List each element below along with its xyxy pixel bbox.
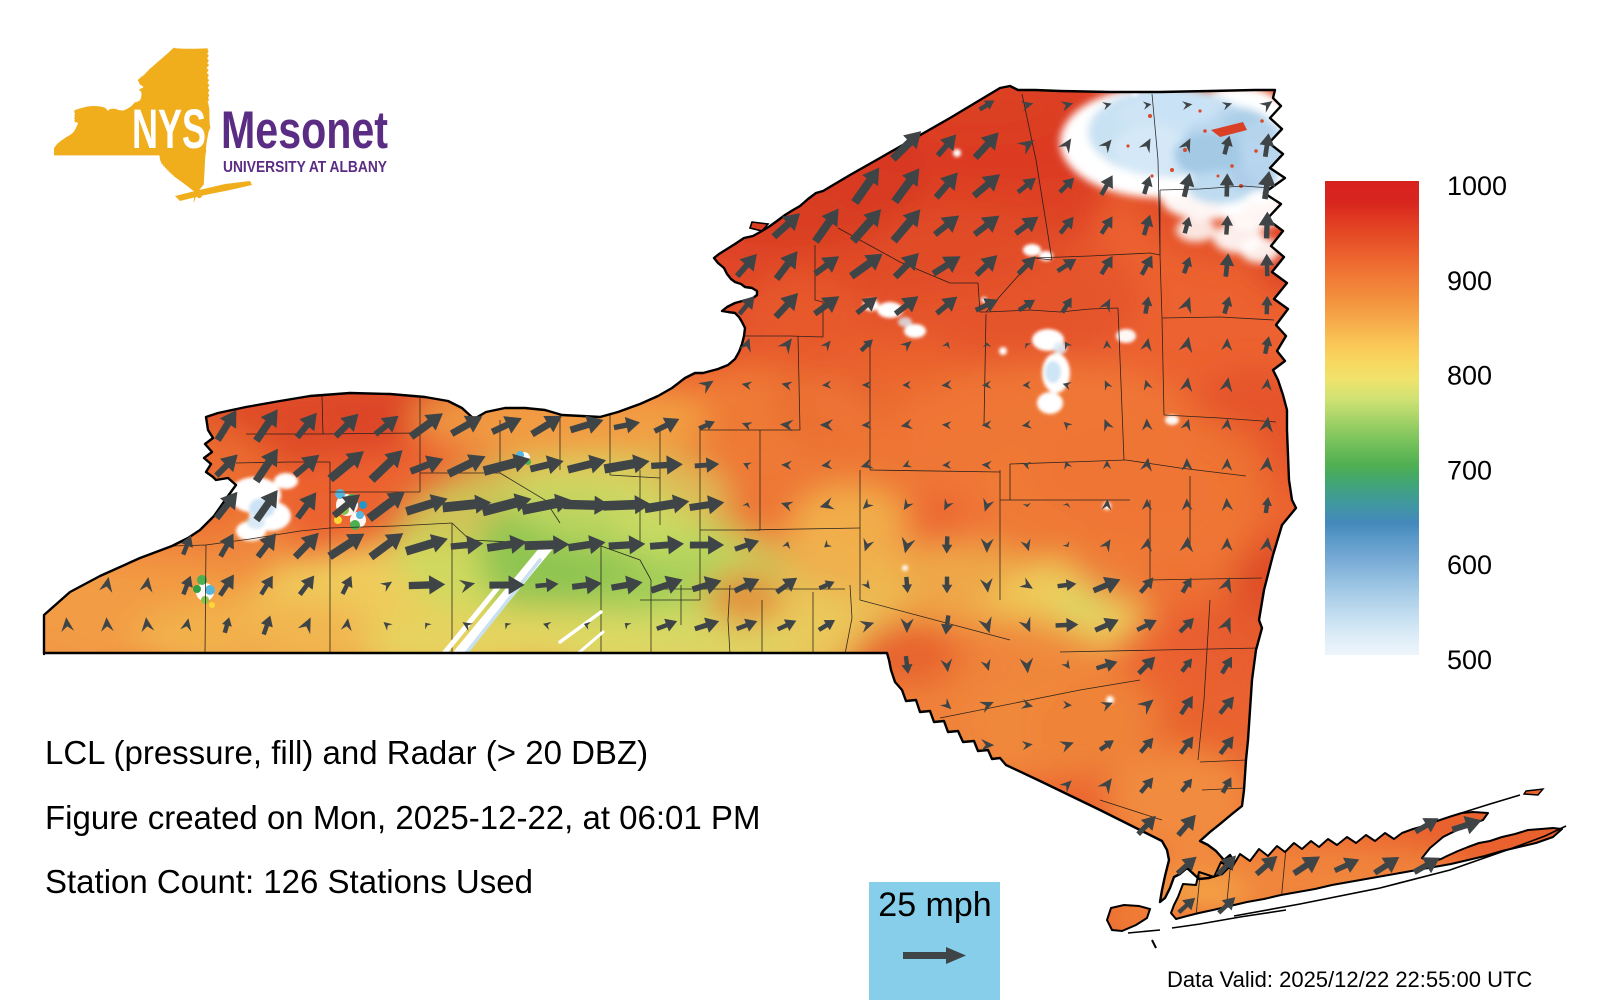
- svg-text:25 mph: 25 mph: [878, 886, 991, 924]
- svg-text:Station Count: 126 Stations Us: Station Count: 126 Stations Used: [45, 863, 533, 900]
- svg-text:UNIVERSITY AT ALBANY: UNIVERSITY AT ALBANY: [223, 159, 387, 176]
- svg-text:800: 800: [1447, 361, 1492, 391]
- svg-text:NYS: NYS: [132, 97, 206, 160]
- svg-text:Data Valid: 2025/12/22 22:55:0: Data Valid: 2025/12/22 22:55:00 UTC: [1167, 967, 1532, 992]
- svg-text:900: 900: [1447, 266, 1492, 296]
- svg-text:1000: 1000: [1447, 171, 1507, 201]
- svg-text:Mesonet: Mesonet: [221, 101, 388, 160]
- svg-text:Figure created on Mon, 2025-12: Figure created on Mon, 2025-12-22, at 06…: [45, 799, 760, 836]
- svg-text:700: 700: [1447, 455, 1492, 485]
- svg-text:600: 600: [1447, 550, 1492, 580]
- svg-text:500: 500: [1447, 645, 1492, 675]
- svg-text:LCL (pressure, fill) and Radar: LCL (pressure, fill) and Radar (> 20 DBZ…: [45, 734, 648, 771]
